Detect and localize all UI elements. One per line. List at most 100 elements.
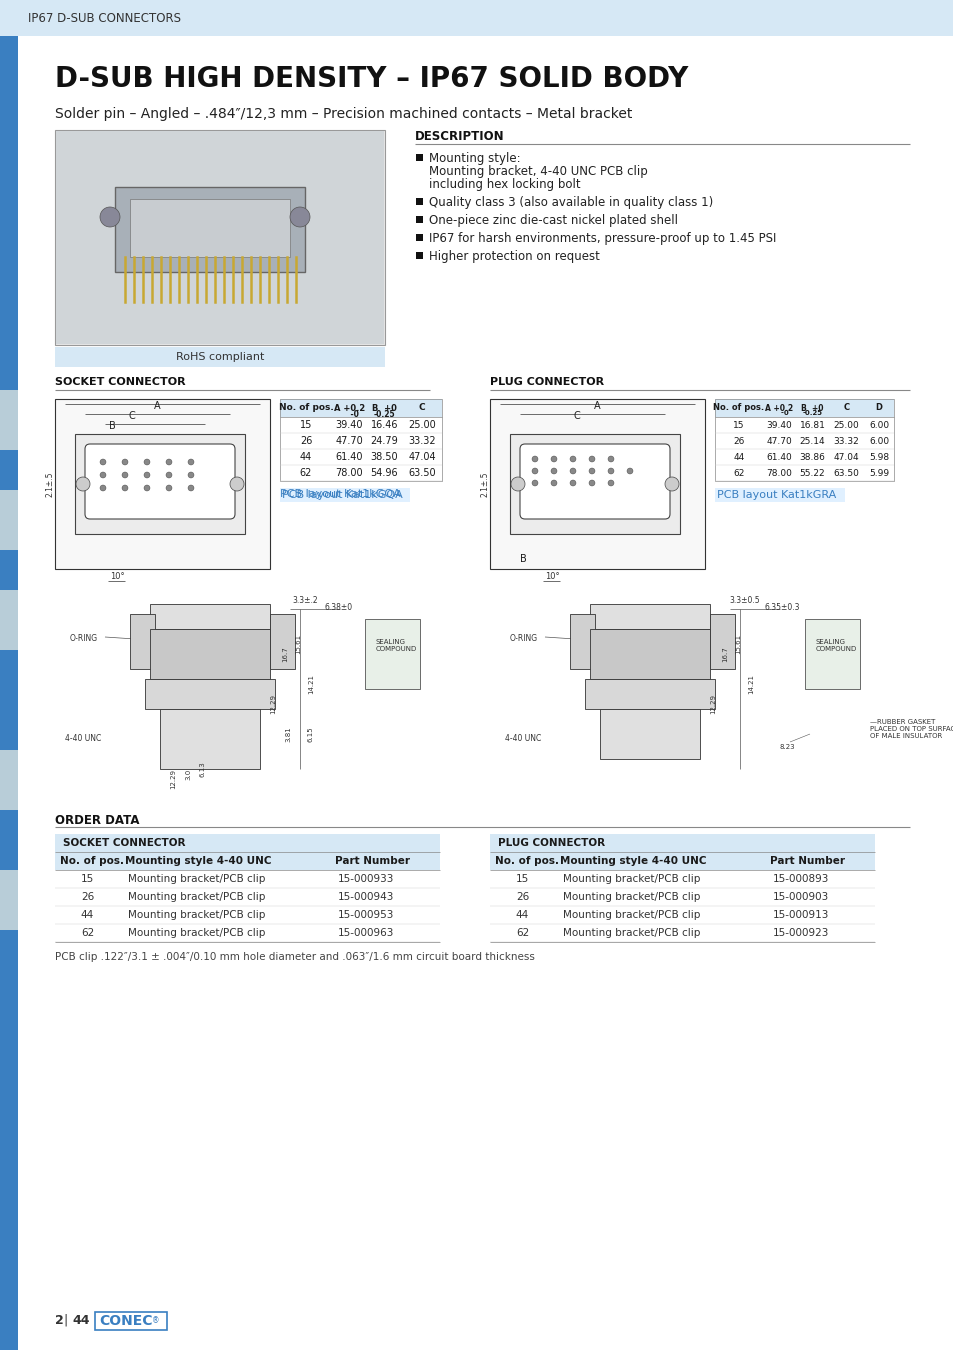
Text: Part Number: Part Number	[335, 856, 410, 865]
Text: 62: 62	[299, 468, 312, 478]
Text: B: B	[109, 421, 115, 431]
Text: 26: 26	[516, 892, 529, 902]
Text: 25.14: 25.14	[799, 436, 824, 446]
Text: Mounting bracket/PCB clip: Mounting bracket/PCB clip	[128, 927, 265, 938]
Circle shape	[607, 456, 614, 462]
Bar	[145, 679, 274, 709]
Text: 44: 44	[733, 452, 744, 462]
Text: Mounting style 4-40 UNC: Mounting style 4-40 UNC	[125, 856, 272, 865]
Text: 62: 62	[516, 927, 529, 938]
Text: 47.70: 47.70	[335, 436, 363, 446]
Text: PCB layout Kat1kGQA: PCB layout Kat1kGQA	[280, 489, 400, 500]
Text: 14.21: 14.21	[308, 674, 314, 694]
Text: SEALING
COMPOUND: SEALING COMPOUND	[815, 639, 857, 652]
Circle shape	[230, 477, 244, 491]
Text: 3.3±.2: 3.3±.2	[292, 595, 317, 605]
Text: No. of pos.: No. of pos.	[60, 856, 124, 865]
Bar	[714, 400, 893, 481]
Text: 78.00: 78.00	[766, 468, 792, 478]
Bar	[0, 36, 18, 1350]
Text: 4-40 UNC: 4-40 UNC	[65, 734, 101, 743]
Text: 10°: 10°	[544, 572, 559, 580]
Text: 39.40: 39.40	[766, 420, 792, 429]
FancyBboxPatch shape	[85, 444, 234, 518]
Text: PCB clip .122″/3.1 ± .004″/0.10 mm hole diameter and .063″/1.6 mm circuit board : PCB clip .122″/3.1 ± .004″/0.10 mm hole …	[55, 952, 535, 963]
Text: 12.29: 12.29	[709, 694, 716, 714]
Text: 63.50: 63.50	[408, 468, 436, 478]
Bar	[589, 603, 709, 629]
Circle shape	[122, 459, 128, 464]
Text: 3.3±0.5: 3.3±0.5	[729, 595, 760, 605]
Circle shape	[290, 207, 310, 227]
Text: Mounting bracket/PCB clip: Mounting bracket/PCB clip	[562, 910, 700, 919]
Text: 6.15: 6.15	[308, 726, 314, 741]
Text: 15-000893: 15-000893	[772, 873, 828, 884]
Bar	[804, 620, 859, 688]
Text: 47.04: 47.04	[408, 452, 436, 462]
Text: D-SUB HIGH DENSITY – IP67 SOLID BODY: D-SUB HIGH DENSITY – IP67 SOLID BODY	[55, 65, 688, 93]
Circle shape	[76, 477, 90, 491]
Bar	[95, 1312, 167, 1330]
Text: 2.1±.5: 2.1±.5	[480, 471, 489, 497]
Text: 26: 26	[81, 892, 94, 902]
Text: A +0.2: A +0.2	[334, 404, 365, 413]
Text: 5.98: 5.98	[868, 452, 888, 462]
Bar	[589, 629, 709, 679]
Text: 47.04: 47.04	[833, 452, 859, 462]
Bar	[714, 400, 893, 417]
Text: RoHS compliant: RoHS compliant	[175, 352, 264, 362]
Circle shape	[532, 468, 537, 474]
Circle shape	[532, 456, 537, 462]
Text: 15-000963: 15-000963	[337, 927, 394, 938]
Bar	[160, 709, 260, 769]
Text: No. of pos.: No. of pos.	[495, 856, 558, 865]
Circle shape	[188, 472, 193, 478]
Text: IP67 for harsh environments, pressure-proof up to 1.45 PSI: IP67 for harsh environments, pressure-pr…	[429, 232, 776, 244]
Text: ®: ®	[152, 1316, 159, 1324]
Text: 16.7: 16.7	[282, 647, 288, 662]
Text: Mounting bracket/PCB clip: Mounting bracket/PCB clip	[562, 873, 700, 884]
Circle shape	[551, 468, 557, 474]
Bar	[55, 347, 385, 367]
Text: 78.00: 78.00	[335, 468, 363, 478]
Text: Part Number: Part Number	[769, 856, 844, 865]
Text: 6.35±0.3: 6.35±0.3	[764, 603, 800, 612]
Text: -0.25: -0.25	[374, 410, 395, 418]
Text: 15-000903: 15-000903	[772, 892, 828, 902]
Bar	[115, 188, 305, 271]
Circle shape	[588, 481, 595, 486]
Text: Solder pin – Angled – .484″/12,3 mm – Precision machined contacts – Metal bracke: Solder pin – Angled – .484″/12,3 mm – Pr…	[55, 107, 632, 122]
Text: 10°: 10°	[110, 572, 125, 580]
Text: 15-000923: 15-000923	[772, 927, 828, 938]
Text: 8.23: 8.23	[780, 744, 795, 751]
Text: 16.81: 16.81	[799, 420, 824, 429]
Text: PLUG CONNECTOR: PLUG CONNECTOR	[490, 377, 603, 387]
Text: DESCRIPTION: DESCRIPTION	[415, 130, 504, 143]
Text: SOCKET CONNECTOR: SOCKET CONNECTOR	[63, 838, 185, 848]
Text: 26: 26	[299, 436, 312, 446]
Text: 5.99: 5.99	[868, 468, 888, 478]
Bar	[416, 198, 422, 205]
Circle shape	[166, 485, 172, 491]
Text: No. of pos.: No. of pos.	[278, 404, 333, 413]
Bar	[130, 614, 154, 670]
Bar	[490, 834, 874, 852]
Bar	[365, 620, 419, 688]
Text: B  +0: B +0	[372, 404, 396, 413]
Text: One-piece zinc die-cast nickel plated shell: One-piece zinc die-cast nickel plated sh…	[429, 215, 678, 227]
Text: 2: 2	[55, 1314, 64, 1327]
Text: 15.61: 15.61	[734, 634, 740, 653]
Text: 15: 15	[299, 420, 312, 431]
Text: 14.21: 14.21	[747, 674, 753, 694]
Text: 3.81: 3.81	[285, 726, 291, 743]
Text: including hex locking bolt: including hex locking bolt	[429, 178, 580, 190]
Circle shape	[569, 481, 576, 486]
Text: 15-000913: 15-000913	[772, 910, 828, 919]
Text: 24.79: 24.79	[370, 436, 398, 446]
Text: —RUBBER GASKET
PLACED ON TOP SURFACE
OF MALE INSULATOR: —RUBBER GASKET PLACED ON TOP SURFACE OF …	[869, 720, 953, 738]
Text: CONEC: CONEC	[99, 1314, 152, 1328]
Circle shape	[122, 472, 128, 478]
Circle shape	[511, 477, 524, 491]
Text: 4-40 UNC: 4-40 UNC	[504, 734, 540, 743]
Text: No. of pos.: No. of pos.	[713, 404, 763, 413]
